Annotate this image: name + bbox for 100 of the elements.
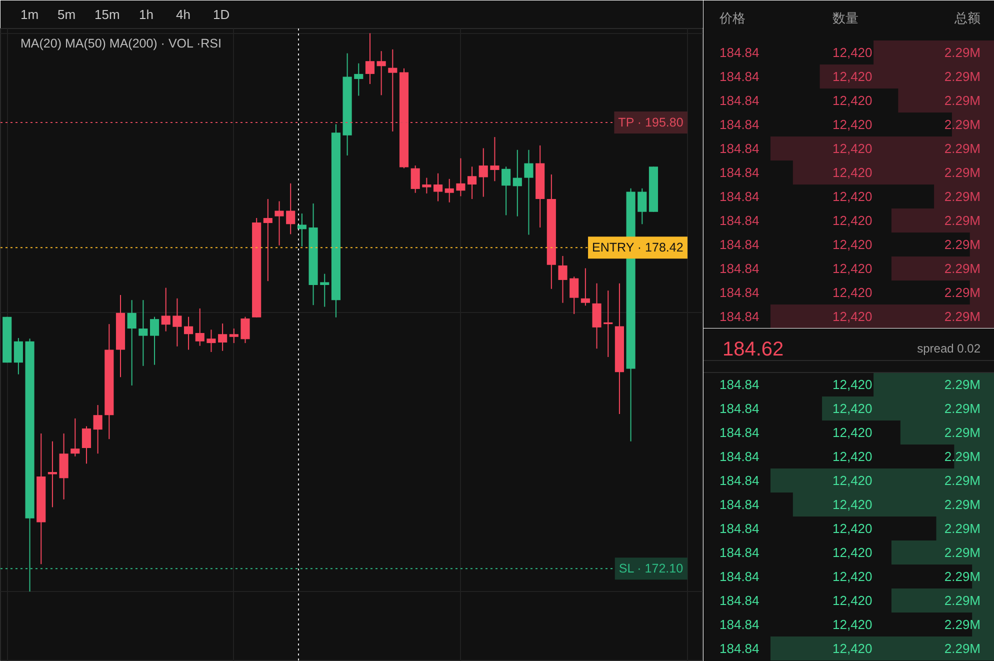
y2-tick-label: 2.29M: [944, 237, 981, 252]
annotation: 12,420: [832, 401, 872, 416]
candlestick: [512, 149, 522, 217]
y2-tick-label: 2.29M: [944, 521, 981, 536]
y-tick-label: 184.84: [720, 401, 760, 416]
candlestick: [524, 149, 534, 236]
y-tick-label: 184.84: [720, 117, 760, 132]
y2-tick-label: 2.29M: [944, 309, 981, 324]
y2-tick-label: 2.29M: [944, 545, 981, 560]
y-tick-label: 184.84: [720, 521, 760, 536]
annotation: 12,420: [832, 189, 872, 204]
y-tick-label: 184.84: [720, 165, 760, 180]
candlestick: [263, 198, 272, 282]
y-tick-label: 184.84: [720, 425, 760, 440]
y2-tick-label: 2.29M: [944, 401, 981, 416]
y2-tick-label: 2.29M: [944, 285, 981, 300]
candlestick: [218, 323, 228, 352]
annotation: 12,420: [832, 165, 872, 180]
y-tick-label: 184.84: [720, 69, 760, 84]
chart-subtitle: spread 0.02: [917, 342, 981, 356]
text: 1D: [213, 7, 230, 22]
candlestick: [229, 328, 238, 344]
annotation: 12,420: [832, 425, 872, 440]
y2-tick-label: 2.29M: [944, 69, 981, 84]
y-axis-title: 价格: [718, 11, 746, 26]
candlestick: [433, 172, 443, 202]
annotation: 12,420: [832, 545, 872, 560]
y2-tick-label: 2.29M: [944, 617, 981, 632]
annotation: 12,420: [832, 93, 872, 108]
y2-tick-label: 2.29M: [944, 213, 981, 228]
candlestick: [410, 165, 420, 194]
chart-subtitle: MA(20) MA(50) MA(200) · VOL ·RSI: [20, 36, 222, 50]
y-tick-label: 184.84: [720, 189, 760, 204]
annotation: 12,420: [832, 69, 872, 84]
candlestick: [570, 276, 579, 315]
candlestick: [48, 440, 57, 508]
candlestick: [638, 188, 647, 225]
y-tick-label: 184.84: [720, 377, 760, 392]
y2-tick-label: 2.29M: [944, 473, 981, 488]
candlestick: [354, 62, 364, 96]
y-tick-label: 184.84: [720, 641, 760, 656]
candlestick: [150, 316, 160, 366]
text: 5m: [58, 7, 76, 22]
text: 15m: [94, 7, 120, 22]
y2-tick-label: 2.29M: [944, 569, 981, 584]
y-tick-label: 184.84: [720, 473, 760, 488]
annotation: 12,420: [832, 569, 872, 584]
candlestick: [127, 300, 136, 386]
y-tick-label: 184.84: [720, 569, 760, 584]
y-tick-label: 184.84: [720, 449, 760, 464]
y2-tick-label: 2.29M: [944, 261, 981, 276]
y2-tick-label: 2.29M: [944, 93, 981, 108]
y-tick-label: 184.84: [720, 93, 760, 108]
candlestick: [195, 308, 204, 346]
annotation: 12,420: [832, 285, 872, 300]
candlestick: [422, 177, 432, 194]
text: 1m: [20, 7, 39, 22]
candlestick: [184, 316, 194, 350]
annotation: 12,420: [832, 213, 872, 228]
y2-axis-title: 总额: [954, 11, 980, 26]
y-tick-label: 184.84: [720, 237, 760, 252]
annotation: 12,420: [832, 309, 872, 324]
annotation: 12,420: [832, 593, 872, 608]
candlestick: [456, 158, 466, 197]
annotation: 12,420: [832, 449, 872, 464]
annotation: 12,420: [832, 45, 872, 60]
candlestick: [490, 136, 500, 182]
candlestick: [365, 32, 375, 85]
y-tick-label: 184.84: [720, 285, 760, 300]
ref-line-label: TP · 195.80: [618, 116, 684, 130]
candlestick: [320, 273, 330, 308]
candlestick: [388, 48, 398, 132]
y-tick-label: 184.84: [720, 261, 760, 276]
y-tick-label: 184.84: [720, 213, 760, 228]
candlestick: [468, 166, 477, 200]
candlestick: [206, 329, 216, 352]
candlestick: [478, 148, 488, 198]
candlestick: [444, 178, 454, 203]
y-tick-label: 184.84: [720, 617, 760, 632]
y-tick-label: 184.84: [720, 593, 760, 608]
candlestick: [14, 338, 23, 375]
candlestick: [376, 50, 386, 96]
chart-title: 184.62: [722, 338, 784, 360]
annotation: 12,420: [832, 117, 872, 132]
annotation: 12,420: [832, 617, 872, 632]
y2-tick-label: 2.29M: [944, 45, 981, 60]
y2-tick-label: 2.29M: [944, 141, 981, 156]
annotation: 12,420: [832, 521, 872, 536]
candlestick: [93, 404, 102, 454]
y2-tick-label: 2.29M: [944, 593, 981, 608]
annotation: 12,420: [832, 377, 872, 392]
y-tick-label: 184.84: [720, 309, 760, 324]
y2-tick-label: 2.29M: [944, 189, 981, 204]
y2-tick-label: 2.29M: [944, 165, 981, 180]
candlestick: [286, 182, 296, 235]
candlestick: [274, 200, 284, 246]
x-axis-title: 数量: [832, 11, 858, 26]
y2-tick-label: 2.29M: [944, 449, 981, 464]
text: 1h: [139, 7, 154, 22]
y2-tick-label: 2.29M: [944, 641, 981, 656]
